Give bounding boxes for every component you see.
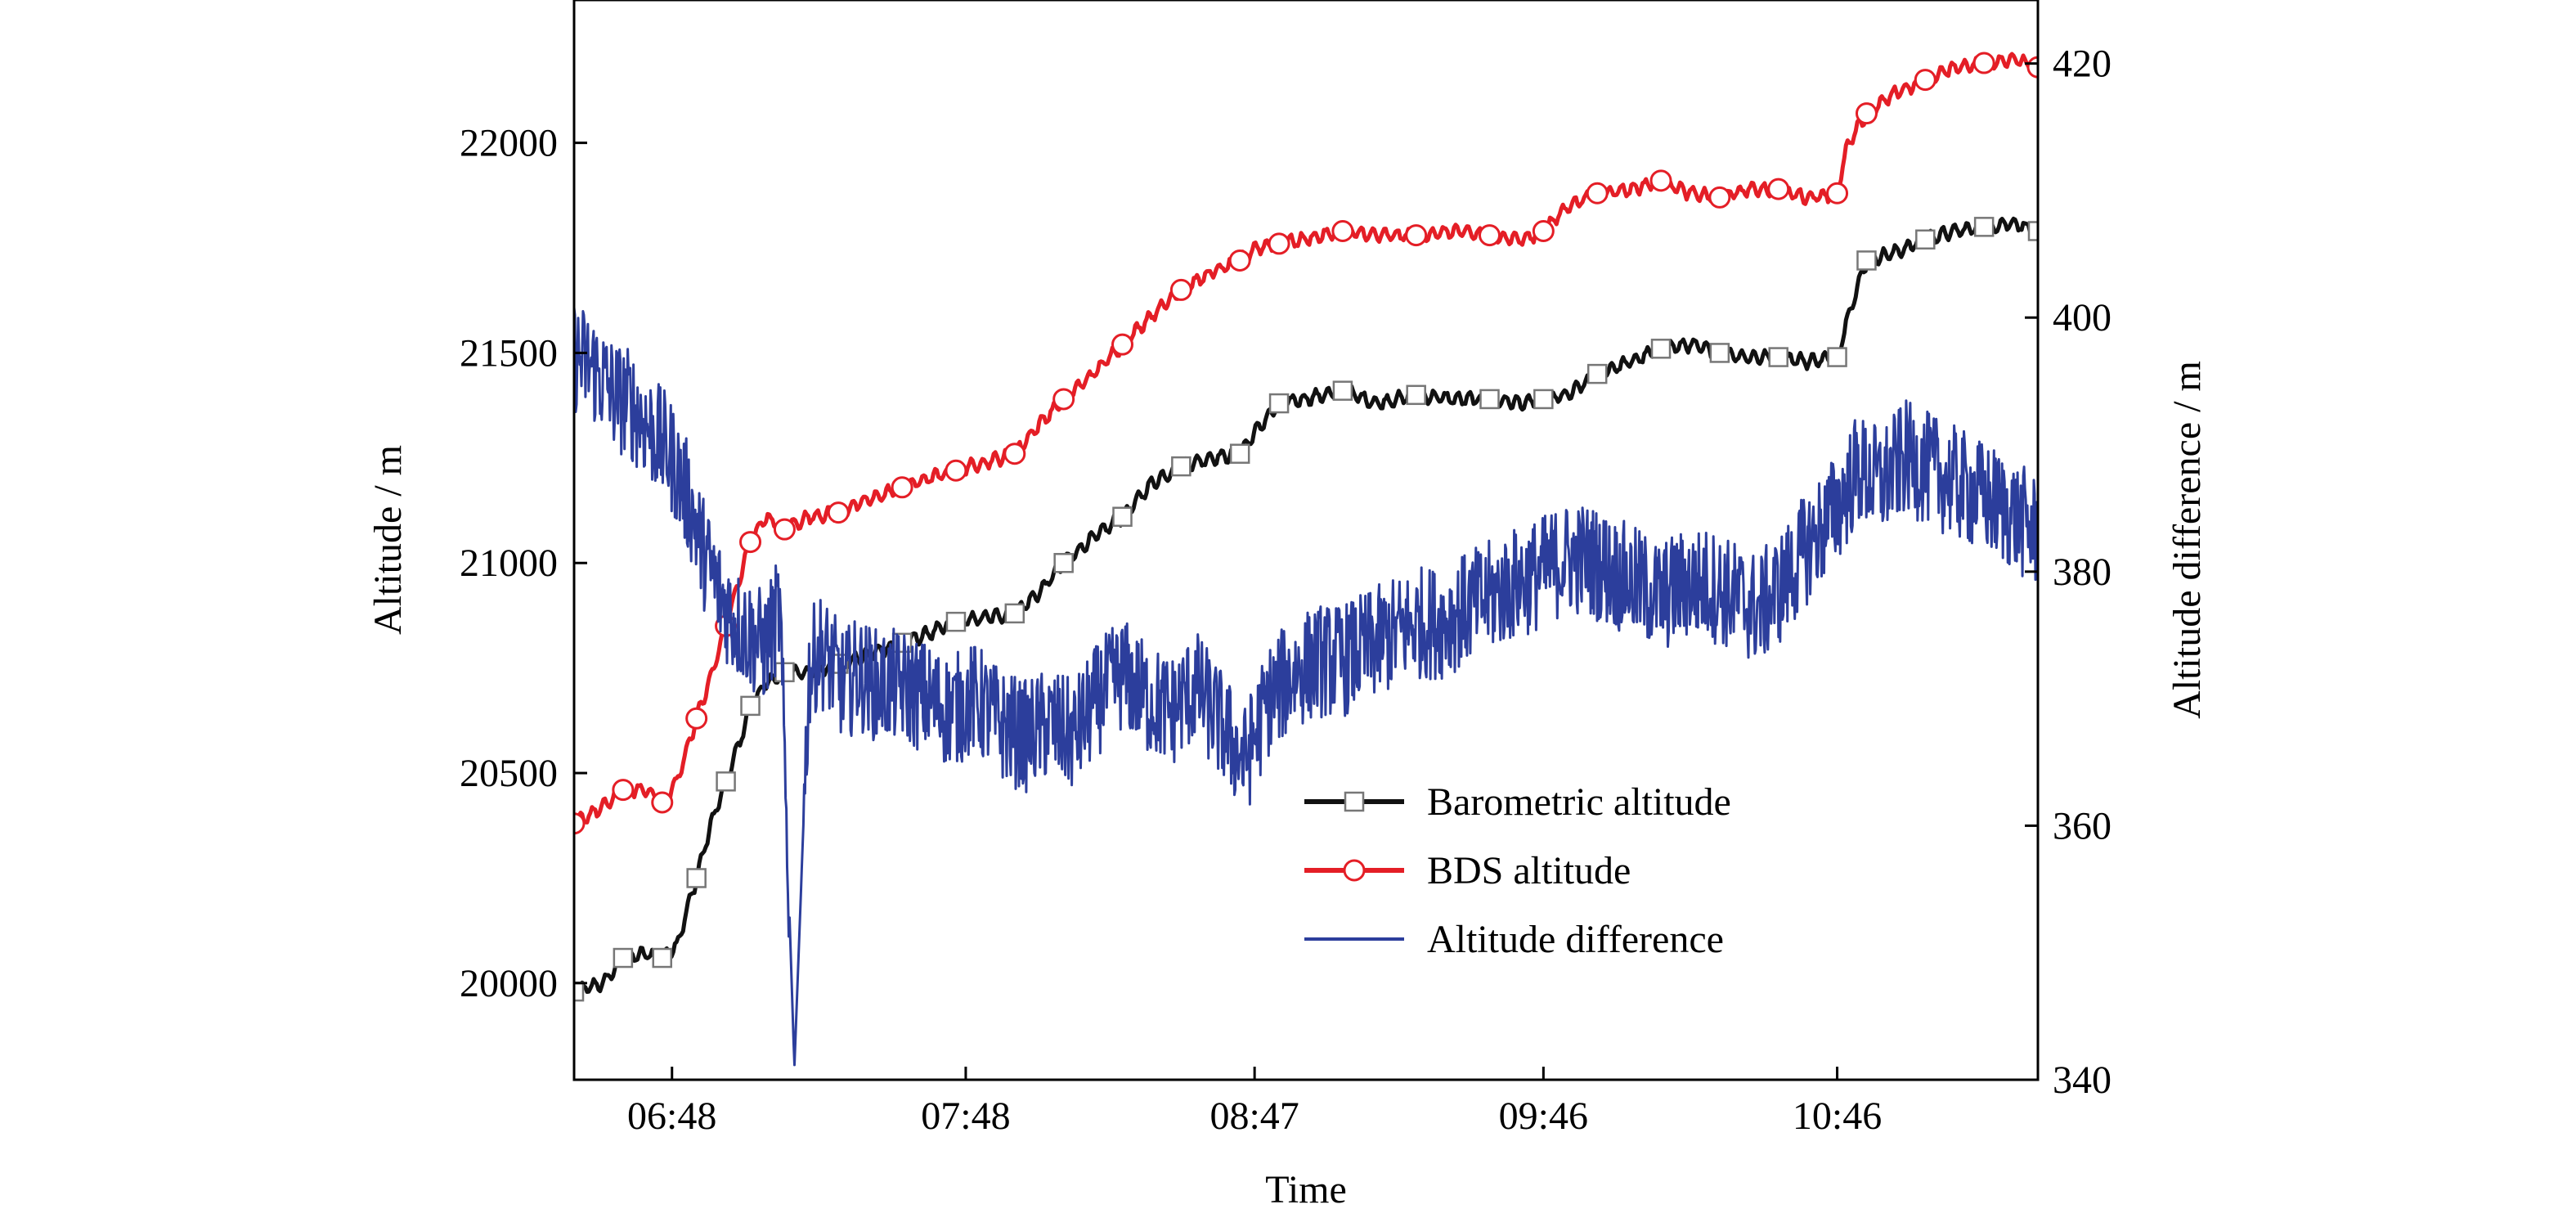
right-y-tick-label: 340 xyxy=(2053,1058,2112,1102)
data-point-marker xyxy=(1269,234,1289,254)
data-point-marker xyxy=(742,697,760,715)
data-point-marker xyxy=(1533,221,1553,240)
right-y-tick-label: 420 xyxy=(2053,43,2112,86)
data-point-marker xyxy=(1334,382,1352,400)
data-point-marker xyxy=(1769,179,1788,199)
left-y-tick-label: 20000 xyxy=(460,962,558,1005)
legend-label: Barometric altitude xyxy=(1427,780,1731,824)
right-y-axis-label: Altitude difference / m xyxy=(2165,361,2209,719)
data-point-marker xyxy=(1588,365,1606,383)
data-point-marker xyxy=(1230,250,1250,270)
data-point-marker xyxy=(1171,280,1191,299)
left-y-tick-label: 20500 xyxy=(460,752,558,795)
data-point-marker xyxy=(1479,226,1499,245)
data-point-marker xyxy=(1333,221,1353,240)
data-point-marker xyxy=(741,533,761,552)
legend-marker xyxy=(1345,793,1363,811)
data-point-marker xyxy=(1974,53,1994,73)
x-tick-label: 10:46 xyxy=(1793,1094,1882,1138)
data-point-marker xyxy=(1407,386,1425,404)
data-point-marker xyxy=(1407,226,1426,245)
data-point-marker xyxy=(1916,231,1934,249)
data-point-marker xyxy=(1828,183,1847,203)
series-altitude-difference xyxy=(574,308,2038,1065)
data-point-marker xyxy=(613,780,633,800)
data-point-marker xyxy=(1113,335,1133,354)
series-bds-altitude xyxy=(564,53,2048,834)
left-y-axis-label: Altitude / m xyxy=(366,445,410,635)
left-y-tick-label: 22000 xyxy=(460,122,558,165)
data-point-marker xyxy=(774,519,794,539)
data-point-marker xyxy=(946,461,966,480)
data-point-marker xyxy=(1652,339,1670,357)
data-point-marker xyxy=(1231,445,1249,463)
right-y-tick-label: 400 xyxy=(2053,296,2112,339)
data-point-marker xyxy=(687,708,707,728)
series-line xyxy=(574,308,2038,1065)
x-tick-label: 09:46 xyxy=(1499,1094,1588,1138)
data-point-marker xyxy=(1172,457,1190,475)
legend-label: Altitude difference xyxy=(1427,918,1724,961)
data-point-marker xyxy=(1915,70,1935,90)
legend-label: BDS altitude xyxy=(1427,849,1631,892)
data-point-marker xyxy=(1856,104,1876,124)
data-point-marker xyxy=(1006,605,1024,622)
data-point-marker xyxy=(1975,218,1993,236)
series-line xyxy=(574,54,2038,827)
x-tick-label: 07:48 xyxy=(921,1094,1010,1138)
x-tick-label: 06:48 xyxy=(627,1094,716,1138)
data-point-marker xyxy=(653,949,671,967)
data-point-marker xyxy=(1534,390,1552,408)
data-point-marker xyxy=(1651,171,1671,191)
data-point-marker xyxy=(947,613,965,631)
right-y-tick-label: 360 xyxy=(2053,804,2112,847)
data-point-marker xyxy=(1005,444,1025,464)
data-point-marker xyxy=(1114,508,1132,526)
data-point-marker xyxy=(1711,344,1729,362)
data-point-marker xyxy=(688,869,706,887)
data-point-marker xyxy=(1480,390,1498,408)
legend-item: BDS altitude xyxy=(1304,849,1631,892)
legend-item: Barometric altitude xyxy=(1304,780,1731,824)
data-point-marker xyxy=(653,793,672,812)
data-point-marker xyxy=(1055,554,1073,572)
data-point-marker xyxy=(614,949,632,967)
data-point-marker xyxy=(1270,394,1288,412)
x-axis-label: Time xyxy=(1265,1168,1347,1211)
data-point-marker xyxy=(1054,389,1074,409)
data-point-marker xyxy=(1770,348,1788,366)
left-y-tick-label: 21500 xyxy=(460,331,558,375)
legend-marker xyxy=(1344,861,1364,880)
data-point-marker xyxy=(892,478,912,497)
data-point-marker xyxy=(1857,251,1875,269)
data-point-marker xyxy=(1829,348,1847,366)
legend-item: Altitude difference xyxy=(1304,918,1724,961)
data-point-marker xyxy=(717,772,735,790)
left-y-tick-label: 21000 xyxy=(460,542,558,585)
data-point-marker xyxy=(1587,183,1607,203)
x-axis-ticks: 06:48 07:48 08:47 09:46 10:46 xyxy=(627,1067,1882,1138)
right-y-tick-label: 380 xyxy=(2053,551,2112,594)
data-point-marker xyxy=(1710,187,1730,207)
left-y-axis-ticks: 20000 20500 21000 21500 22000 xyxy=(460,122,587,1005)
plot-lines xyxy=(564,53,2048,1065)
series-line xyxy=(574,218,2038,997)
data-point-marker xyxy=(828,503,848,523)
legend: Barometric altitude BDS altitude Altitude … xyxy=(1304,780,1731,961)
data-point-marker xyxy=(775,663,793,681)
x-tick-label: 08:47 xyxy=(1209,1094,1299,1138)
